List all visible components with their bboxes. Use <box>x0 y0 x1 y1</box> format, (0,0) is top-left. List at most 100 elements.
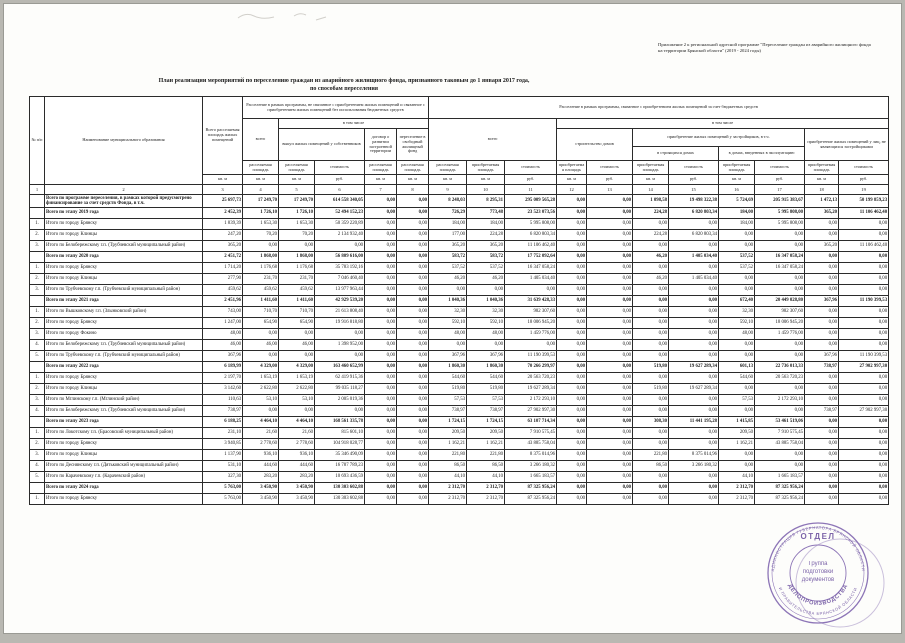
value-cell: 0,00 <box>556 349 588 362</box>
value-cell: 21 613 808,40 <box>314 305 365 318</box>
table-row: 4. Итого по Белобережскому г.п. (Трубчевс… <box>29 338 890 351</box>
value-cell: 2 452,39 <box>202 206 243 219</box>
value-cell: 0,00 <box>586 371 634 384</box>
table-row: 1. Итого по Локотскому г.п. (Брасовский м… <box>29 426 890 439</box>
value-cell: 0,00 <box>632 437 670 450</box>
value-cell: 43 885 758,04 <box>504 437 558 450</box>
value-cell: 23 523 073,56 <box>504 206 558 219</box>
value-cell: 87 325 956,24 <box>754 481 806 494</box>
subheader-cell: стоимость <box>586 160 634 175</box>
value-cell: 56 809 616,00 <box>314 250 365 263</box>
value-cell: 1 653,30 <box>242 217 279 230</box>
value-cell: 7 046 460,40 <box>314 272 365 285</box>
municipality-name: Итого по городу Брянску <box>44 371 203 384</box>
value-cell: 0,00 <box>556 382 588 395</box>
value-cell: 0,00 <box>395 426 430 439</box>
municipality-name: Всего по этапу 2022 года <box>44 360 203 373</box>
value-cell: 0,00 <box>668 239 720 252</box>
value-cell: 221,80 <box>466 448 506 461</box>
row-number <box>29 250 45 263</box>
value-cell: 44,10 <box>428 470 468 483</box>
value-cell: 0,00 <box>632 470 670 483</box>
value-cell: 0,00 <box>586 360 634 373</box>
value-cell: 0,00 <box>466 283 506 296</box>
column-number-cell: 17 <box>754 184 806 195</box>
value-cell: 0,00 <box>556 316 588 329</box>
value-cell: 0,00 <box>668 217 720 230</box>
value-cell: 0,00 <box>586 194 634 208</box>
value-cell: 0,00 <box>395 305 430 318</box>
value-cell: 1 665 183,57 <box>504 470 558 483</box>
row-number: 2. <box>29 228 45 241</box>
value-cell: 1 653,19 <box>242 371 279 384</box>
row-number <box>29 206 45 219</box>
value-cell: 87 325 956,24 <box>754 492 806 505</box>
table-row: 5. Итого по Трубчевскому г.п. (Трубчевски… <box>29 349 890 362</box>
value-cell: 0,00 <box>364 371 397 384</box>
municipality-name: Итого по Мглинскому г.п. (Мглинский райо… <box>44 393 203 406</box>
value-cell: 21,60 <box>278 426 315 439</box>
stamp-overlap-circle <box>795 538 885 628</box>
value-cell: 0,00 <box>754 404 806 417</box>
value-cell: 5 763,00 <box>202 481 243 494</box>
value-cell: 936,10 <box>242 448 279 461</box>
value-cell: 1 472,13 <box>804 194 840 208</box>
value-cell: 0,00 <box>556 327 588 340</box>
value-cell: 0,00 <box>754 349 806 362</box>
value-cell: 0,00 <box>838 481 890 494</box>
value-cell: 3 266 180,32 <box>504 459 558 472</box>
subheader-cell: приобретаемая площадь <box>804 160 840 175</box>
unit-cell: кв. м <box>804 174 840 185</box>
value-cell: 1 098,58 <box>632 194 670 208</box>
value-cell: 42 929 539,20 <box>314 294 365 307</box>
value-cell: 583,72 <box>428 250 468 263</box>
value-cell: 0,00 <box>395 404 430 417</box>
value-cell: 0,00 <box>395 272 430 285</box>
value-cell: 31 639 428,33 <box>504 294 558 307</box>
value-cell: 0,00 <box>632 393 670 406</box>
value-cell: 0,00 <box>668 294 720 307</box>
value-cell: 2 134 932,40 <box>314 228 365 241</box>
col-header-municipality: Наименование муниципального образования <box>44 96 203 185</box>
value-cell: 0,00 <box>632 349 670 362</box>
column-number-cell: 6 <box>314 184 365 195</box>
value-cell: 0,00 <box>364 206 397 219</box>
value-cell: 0,00 <box>718 404 756 417</box>
unit-cell: руб. <box>314 174 365 185</box>
column-number-cell: 10 <box>466 184 506 195</box>
value-cell: 2 312,70 <box>466 481 506 494</box>
value-cell: 20 563 720,23 <box>504 371 558 384</box>
col-header-g1-total: всего <box>242 118 279 161</box>
value-cell: 32,30 <box>428 305 468 318</box>
value-cell: 544,60 <box>718 371 756 384</box>
col-header-dev-contract: договор о развитии застроенной территори… <box>364 128 397 161</box>
value-cell: 0,00 <box>395 448 430 461</box>
value-cell: 0,00 <box>718 338 756 351</box>
value-cell: 0,00 <box>314 239 365 252</box>
value-cell: 295 009 565,28 <box>504 194 558 208</box>
value-cell: 2 312,70 <box>466 492 506 505</box>
value-cell: 544,60 <box>466 371 506 384</box>
value-cell: 46,20 <box>466 272 506 285</box>
value-cell: 1 162,21 <box>718 437 756 450</box>
col-header-from-developers: приобретение жилых помещений у застройщи… <box>632 128 806 147</box>
column-number-cell: 3 <box>202 184 243 195</box>
value-cell: 0,00 <box>395 194 430 208</box>
value-cell: 0,00 <box>718 459 756 472</box>
municipality-name: Итого по городу Клинцы <box>44 382 203 395</box>
value-cell: 601,13 <box>718 360 756 373</box>
value-cell: 459,62 <box>202 283 243 296</box>
value-cell: 0,00 <box>632 404 670 417</box>
value-cell: 4 329,00 <box>278 360 315 373</box>
column-number-cell: 15 <box>668 184 720 195</box>
title-line-1: План реализации мероприятий по переселен… <box>158 78 530 84</box>
value-cell: 0,00 <box>838 272 890 285</box>
unit-cell: руб. <box>504 174 558 185</box>
value-cell: 537,52 <box>718 250 756 263</box>
value-cell: 0,00 <box>668 470 720 483</box>
value-cell: 0,00 <box>668 492 720 505</box>
value-cell: 0,00 <box>364 283 397 296</box>
value-cell: 0,00 <box>804 371 840 384</box>
value-cell: 1 040,36 <box>466 294 506 307</box>
value-cell: 0,00 <box>632 294 670 307</box>
